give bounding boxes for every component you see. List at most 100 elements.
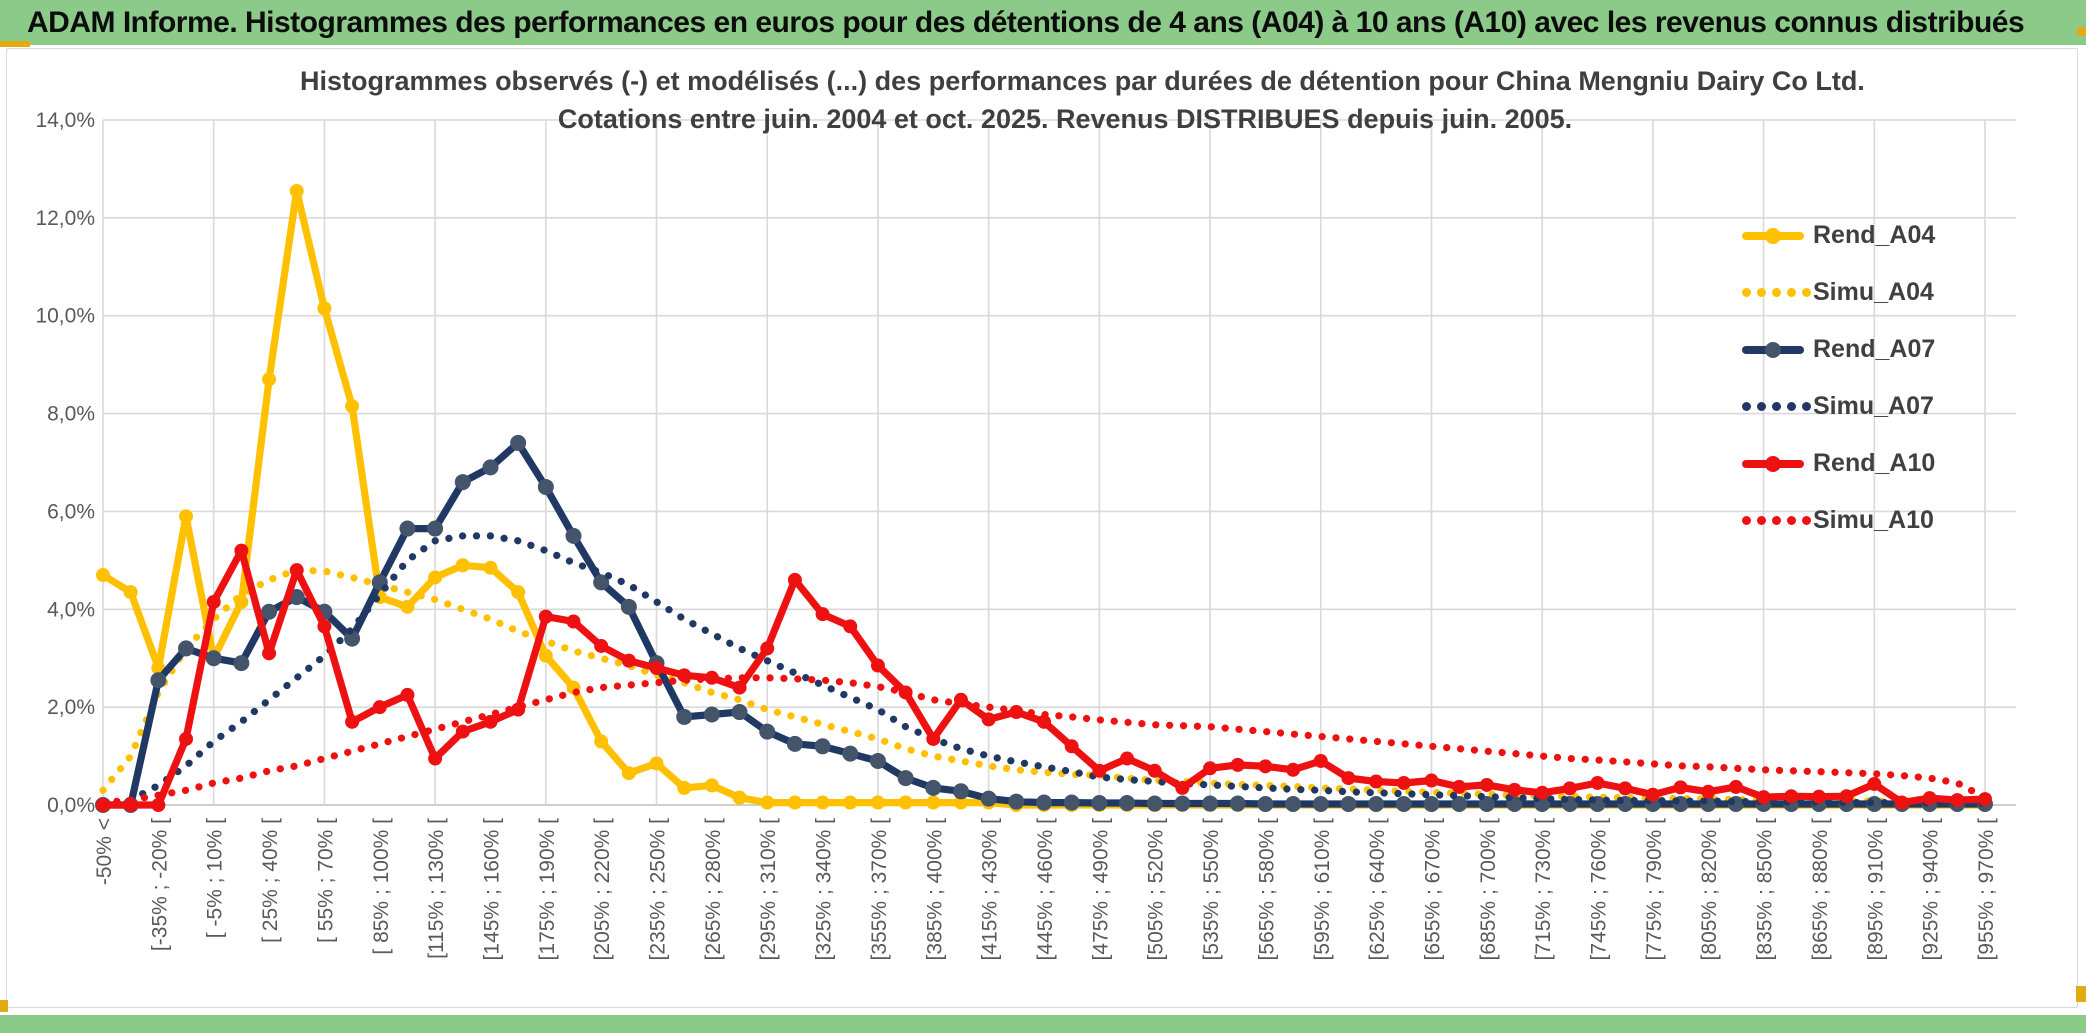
series-marker-rend_a10: [1728, 779, 1743, 794]
x-tick-label: [685% ; 700% [: [1477, 818, 1500, 961]
series-marker-rend_a10: [345, 714, 360, 729]
series-marker-rend_a10: [1756, 790, 1771, 805]
series-marker-rend_a10: [1120, 751, 1135, 766]
series-marker-rend_a10: [1230, 757, 1245, 772]
series-marker-rend_a07: [1451, 796, 1468, 813]
series-marker-rend_a10: [621, 653, 636, 668]
series-marker-rend_a10: [732, 680, 747, 695]
series-marker-rend_a10: [1258, 759, 1273, 774]
series-marker-rend_a07: [620, 598, 637, 615]
series-marker-rend_a07: [759, 723, 776, 740]
legend-label: Simu_A04: [1813, 278, 1934, 306]
series-marker-rend_a10: [179, 731, 194, 746]
series-marker-rend_a10: [1618, 781, 1633, 796]
x-tick-label: [ 55% ; 70% [: [314, 818, 337, 943]
legend: Rend_A04 Simu_A04 Rend_A07 Simu_A07 Rend_A10…: [1742, 207, 1935, 549]
series-marker-rend_a10: [1396, 775, 1411, 790]
series-marker-rend_a04: [704, 778, 719, 793]
series-marker-rend_a04: [123, 585, 138, 600]
x-tick-label: [475% ; 490% [: [1089, 818, 1112, 961]
series-marker-rend_a07: [1091, 795, 1108, 812]
x-tick-label: [625% ; 640% [: [1366, 818, 1389, 961]
legend-label: Rend_A10: [1813, 449, 1936, 477]
legend-label: Rend_A07: [1813, 335, 1936, 363]
x-tick-label: [745% ; 760% [: [1588, 818, 1611, 961]
series-marker-rend_a10: [1701, 784, 1716, 799]
series-marker-rend_a07: [205, 650, 222, 667]
x-tick-label: [955% ; 970% [: [1975, 818, 1998, 961]
series-marker-rend_a10: [1479, 777, 1494, 792]
series-marker-rend_a07: [1340, 796, 1357, 813]
series-marker-rend_a10: [400, 687, 415, 702]
series-marker-rend_a10: [1507, 782, 1522, 797]
series-marker-rend_a04: [262, 372, 277, 387]
series-line-simu_a04[interactable]: [99, 566, 1989, 806]
series-marker-rend_a10: [815, 607, 830, 622]
series-marker-rend_a10: [234, 543, 249, 558]
x-tick-label: [ -5% ; 10% [: [204, 818, 227, 938]
series-marker-rend_a04: [677, 780, 692, 795]
x-tick-label: [325% ; 340% [: [813, 818, 836, 961]
chart-title-line2: Cotations entre juin. 2004 et oct. 2025.…: [557, 104, 1573, 134]
series-marker-rend_a07: [233, 655, 250, 672]
legend-item-simu_a07[interactable]: Simu_A07: [1742, 378, 1935, 435]
series-marker-rend_a04: [511, 585, 526, 600]
y-tick-label: 4,0%: [47, 598, 95, 621]
series-marker-rend_a04: [953, 795, 968, 810]
legend-label: Simu_A10: [1813, 506, 1934, 534]
series-marker-rend_a04: [649, 756, 664, 771]
series-marker-rend_a07: [731, 704, 748, 721]
series-marker-rend_a04: [345, 399, 360, 414]
series-marker-rend_a10: [1286, 762, 1301, 777]
series-marker-rend_a07: [786, 735, 803, 752]
legend-item-rend_a07[interactable]: Rend_A07: [1742, 321, 1935, 378]
series-marker-rend_a10: [1673, 780, 1688, 795]
series-marker-rend_a10: [455, 724, 470, 739]
series-marker-rend_a07: [1423, 796, 1440, 813]
x-tick-label: -50% <: [93, 818, 116, 885]
series-marker-rend_a04: [400, 599, 415, 614]
x-tick-label: [145% ; 160% [: [480, 818, 503, 961]
series-marker-rend_a04: [732, 790, 747, 805]
series-marker-rend_a10: [1811, 789, 1826, 804]
x-tick-label: [385% ; 400% [: [923, 818, 946, 961]
series-marker-rend_a10: [1535, 785, 1550, 800]
legend-item-rend_a10[interactable]: Rend_A10: [1742, 435, 1935, 492]
series-line-simu_a10[interactable]: [99, 674, 1989, 807]
series-marker-rend_a10: [1784, 789, 1799, 804]
series-marker-rend_a07: [399, 520, 416, 537]
x-tick-label: [415% ; 430% [: [979, 818, 1002, 961]
legend-solid-line-icon: [1742, 341, 1804, 358]
series-marker-rend_a10: [317, 619, 332, 634]
series-marker-rend_a07: [482, 459, 499, 476]
x-tick-label: [235% ; 250% [: [647, 818, 670, 961]
series-marker-rend_a10: [1922, 791, 1937, 806]
y-tick-label: 10,0%: [35, 305, 95, 328]
series-line-rend_a07[interactable]: [99, 439, 1989, 809]
series-marker-rend_a07: [676, 708, 693, 725]
series-marker-rend_a04: [787, 795, 802, 810]
series-marker-rend_a10: [981, 712, 996, 727]
x-tick-label: [295% ; 310% [: [757, 818, 780, 961]
series-marker-rend_a04: [538, 648, 553, 663]
series-marker-rend_a04: [483, 560, 498, 575]
series-marker-rend_a04: [870, 795, 885, 810]
legend-item-simu_a10[interactable]: Simu_A10: [1742, 492, 1935, 549]
x-tick-label: [265% ; 280% [: [702, 818, 725, 961]
series-marker-rend_a10: [926, 731, 941, 746]
x-tick-label: [595% ; 610% [: [1311, 818, 1334, 961]
gold-accent-bottom-left-of-banner: [0, 41, 30, 47]
legend-dotted-line-icon: [1742, 288, 1811, 297]
series-marker-rend_a07: [1257, 796, 1274, 813]
x-tick-label: [865% ; 880% [: [1809, 818, 1832, 961]
series-marker-rend_a07: [150, 672, 167, 689]
series-marker-rend_a10: [1203, 761, 1218, 776]
legend-item-rend_a04[interactable]: Rend_A04: [1742, 207, 1935, 264]
chart-title: Histogrammes observés (-) et modélisés (…: [300, 62, 1865, 138]
series-marker-rend_a10: [538, 609, 553, 624]
legend-item-simu_a04[interactable]: Simu_A04: [1742, 264, 1935, 321]
x-tick-label: [445% ; 460% [: [1034, 818, 1057, 961]
series-marker-rend_a10: [483, 714, 498, 729]
series-marker-rend_a07: [1229, 795, 1246, 812]
